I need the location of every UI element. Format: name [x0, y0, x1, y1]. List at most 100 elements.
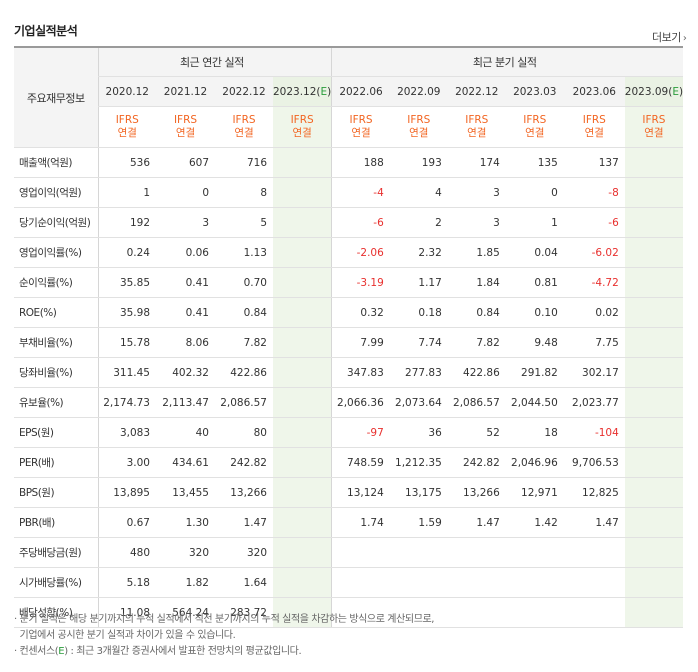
quarter-value: 1.17 — [389, 267, 448, 298]
period-header: 2023.09(E) — [624, 76, 684, 107]
annual-value: 2,086.57 — [215, 387, 273, 418]
annual-value: 1.30 — [156, 507, 215, 538]
basis-line1: IFRS — [582, 114, 606, 126]
basis-cell: IFRS 연결 — [563, 106, 625, 148]
quarter-value: 3 — [447, 177, 506, 208]
annual-value — [273, 387, 332, 418]
row-label: 유보율(%) — [14, 387, 98, 418]
quarter-value: -8 — [563, 177, 625, 208]
quarter-value: 13,175 — [389, 477, 448, 508]
annual-value: 1.82 — [156, 567, 215, 598]
quarter-value: 13,124 — [331, 477, 390, 508]
period-header: 2021.12 — [156, 76, 215, 107]
quarter-value: 0.32 — [331, 297, 390, 328]
basis-line1: IFRS — [523, 114, 547, 126]
row-label: 주당배당금(원) — [14, 537, 98, 568]
basis-cell: IFRS 연결 — [215, 106, 273, 148]
quarter-value: -2.06 — [331, 237, 390, 268]
estimate-mark: E — [58, 646, 65, 657]
quarter-value: 2,023.77 — [563, 387, 625, 418]
table-row: BPS(원) 13,895 13,455 13,266 13,124 13,175 13,2… — [14, 477, 684, 508]
quarter-value: 9.48 — [505, 327, 564, 358]
annual-value: 35.98 — [97, 297, 156, 328]
quarter-value: 0.81 — [505, 267, 564, 298]
annual-value: 320 — [156, 537, 215, 568]
row-label: PBR(배) — [14, 507, 98, 538]
estimate-mark: E — [672, 85, 679, 98]
annual-value: 480 — [97, 537, 156, 568]
annual-value: 242.82 — [215, 447, 273, 478]
annual-value: 1.47 — [215, 507, 273, 538]
period-label: 2023.12( — [273, 85, 321, 98]
quarter-value — [563, 567, 625, 598]
more-link[interactable]: 더보기 › — [652, 29, 687, 45]
quarter-value: 302.17 — [563, 357, 625, 388]
financial-table-body: 주요재무정보 최근 연간 실적 최근 분기 실적 2020.12 2021.12 2022… — [14, 46, 684, 628]
annual-value: 13,266 — [215, 477, 273, 508]
quarter-value: -6 — [331, 207, 390, 238]
table-row: ROE(%) 35.98 0.41 0.84 0.32 0.18 0.84 0.10 0.02 — [14, 297, 684, 328]
quarter-value: 2,046.96 — [505, 447, 564, 478]
annual-value: 8 — [215, 177, 273, 208]
row-label: 당좌비율(%) — [14, 357, 98, 388]
quarter-value: 174 — [447, 147, 506, 178]
period-header: 2023.06 — [563, 76, 625, 107]
quarter-value: 0.04 — [505, 237, 564, 268]
quarter-value: 1,212.35 — [389, 447, 448, 478]
quarter-value: 3 — [447, 207, 506, 238]
period-label-close: ) — [327, 85, 332, 98]
quarter-value: 7.75 — [563, 327, 625, 358]
quarter-value: 0.18 — [389, 297, 448, 328]
quarter-value: 1.85 — [447, 237, 506, 268]
period-header: 2022.06 — [331, 76, 390, 107]
basis-cell: IFRS 연결 — [389, 106, 448, 148]
annual-value — [273, 297, 332, 328]
basis-line1: IFRS — [290, 114, 314, 126]
annual-value — [273, 147, 332, 178]
quarter-value: 0.10 — [505, 297, 564, 328]
quarter-value — [624, 597, 684, 628]
quarter-value: 13,266 — [447, 477, 506, 508]
annual-value — [273, 597, 332, 628]
quarter-value — [624, 477, 684, 508]
quarter-value: 242.82 — [447, 447, 506, 478]
estimate-mark: E — [320, 85, 328, 98]
quarter-value — [505, 537, 564, 568]
header-row-groups: 주요재무정보 최근 연간 실적 최근 분기 실적 — [14, 46, 684, 148]
row-label: 배당성향(%) — [14, 597, 98, 628]
basis-cell: IFRS 연결 — [273, 106, 332, 148]
basis-line2: 연결 — [467, 127, 487, 139]
quarter-value — [624, 537, 684, 568]
quarter-value — [331, 567, 390, 598]
quarter-value — [624, 147, 684, 178]
annual-value: 422.86 — [215, 357, 273, 388]
annual-value: 0.24 — [97, 237, 156, 268]
quarter-value — [624, 387, 684, 418]
basis-cell: IFRS 연결 — [156, 106, 215, 148]
period-header: 2022.12 — [215, 76, 273, 107]
quarter-value: -3.19 — [331, 267, 390, 298]
quarter-group-header: 최근 분기 실적 — [331, 46, 684, 77]
annual-value: 0.70 — [215, 267, 273, 298]
basis-cell: IFRS 연결 — [505, 106, 564, 148]
annual-value: 0.84 — [215, 297, 273, 328]
quarter-value: 0 — [505, 177, 564, 208]
quarter-value: 12,825 — [563, 477, 625, 508]
quarter-value — [505, 597, 564, 628]
quarter-value: 2 — [389, 207, 448, 238]
annual-value: 5 — [215, 207, 273, 238]
quarter-value: 12,971 — [505, 477, 564, 508]
row-label: 부채비율(%) — [14, 327, 98, 358]
annual-value: 8.06 — [156, 327, 215, 358]
period-label-close: ) — [678, 85, 684, 98]
annual-value — [273, 447, 332, 478]
section-title: 기업실적분석 — [14, 24, 78, 38]
row-label: 당기순이익(억원) — [14, 207, 98, 238]
quarter-value — [447, 567, 506, 598]
annual-value: 1.64 — [215, 567, 273, 598]
table-row: 매출액(억원) 536 607 716 188 193 174 135 137 — [14, 147, 684, 178]
table-row: 부채비율(%) 15.78 8.06 7.82 7.99 7.74 7.82 9.48 7.75 — [14, 327, 684, 358]
quarter-value: 135 — [505, 147, 564, 178]
basis-line1: IFRS — [642, 114, 666, 126]
basis-line2: 연결 — [525, 127, 545, 139]
